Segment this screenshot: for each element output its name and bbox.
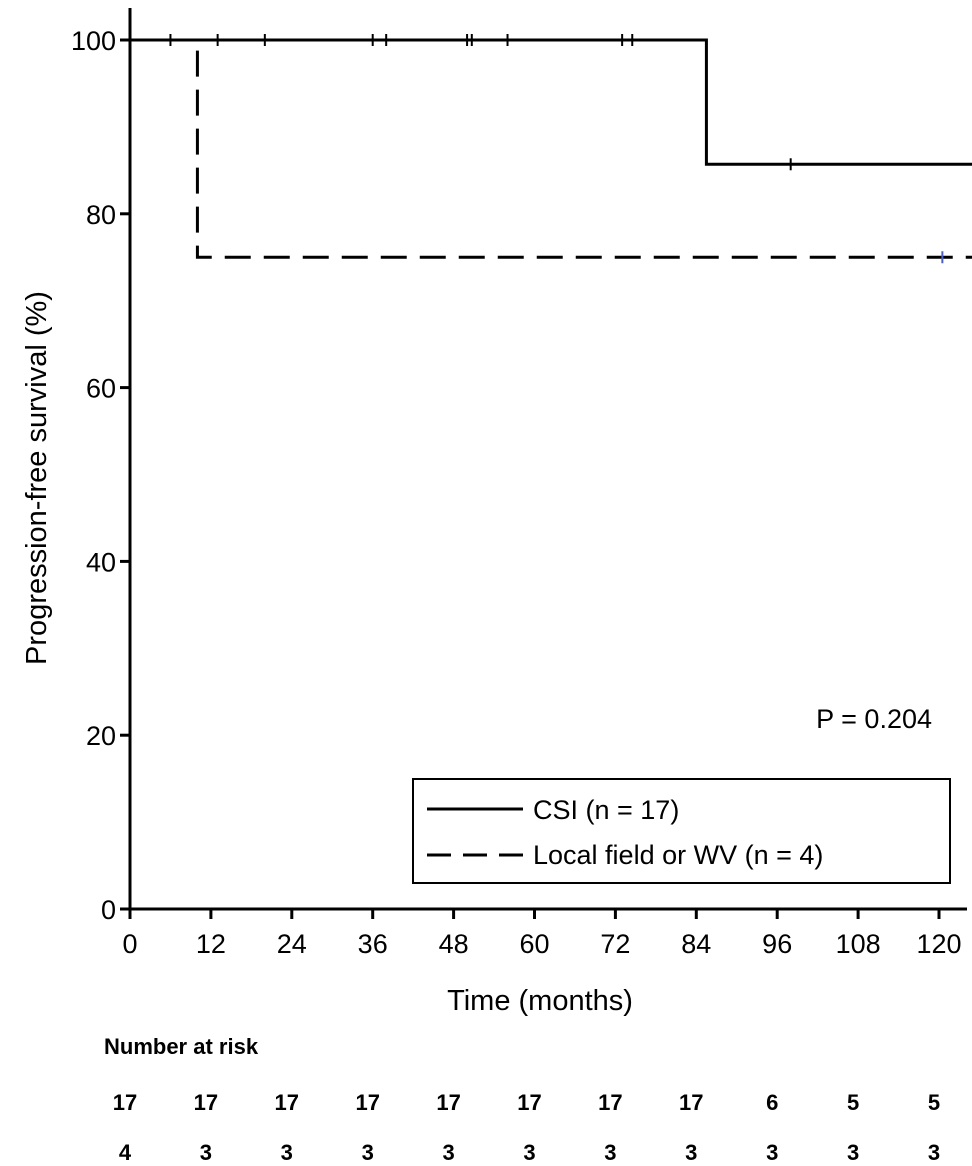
x-tick-label: 120 [916,929,961,959]
x-axis-title: Time (months) [447,985,633,1017]
risk-cell: 3 [766,1140,778,1165]
risk-cell: 17 [436,1090,460,1115]
x-ticks: 0 12 24 36 48 60 72 84 96 108 120 [122,909,962,959]
x-tick-label: 0 [122,929,137,959]
risk-cell: 17 [598,1090,622,1115]
y-tick-label: 80 [86,200,116,230]
y-tick-label: 40 [86,547,116,577]
risk-cell: 3 [685,1140,697,1165]
x-tick-label: 12 [196,929,226,959]
risk-cell: 17 [194,1090,218,1115]
risk-cell: 3 [442,1140,454,1165]
risk-cell: 17 [679,1090,703,1115]
x-tick-label: 48 [439,929,469,959]
risk-cell: 3 [523,1140,535,1165]
risk-cell: 5 [847,1090,859,1115]
p-value-annotation: P = 0.204 [816,704,932,734]
legend-label-local: Local field or WV (n = 4) [533,840,823,870]
risk-cell: 17 [517,1090,541,1115]
risk-cell: 17 [113,1090,137,1115]
risk-cell: 3 [928,1140,940,1165]
series-line-local-field [130,38,972,259]
y-tick-label: 20 [86,721,116,751]
y-ticks: 0 20 40 60 80 100 [71,26,130,925]
risk-cell: 3 [281,1140,293,1165]
series-line-csi [130,38,972,166]
risk-table: 17 17 17 17 17 17 17 17 6 5 5 4 3 3 3 3 3 3 3 3 3 3 [113,1090,940,1165]
x-tick-label: 36 [358,929,388,959]
risk-cell: 5 [928,1090,940,1115]
x-tick-label: 72 [600,929,630,959]
risk-cell: 17 [355,1090,379,1115]
x-tick-label: 96 [762,929,792,959]
legend-box [412,778,951,884]
y-tick-label: 0 [101,895,116,925]
axes [128,8,967,911]
x-tick-label: 84 [681,929,711,959]
risk-cell: 3 [847,1140,859,1165]
risk-cell: 6 [766,1090,778,1115]
risk-cell: 17 [275,1090,299,1115]
risk-cell: 3 [362,1140,374,1165]
legend: CSI (n = 17) Local field or WV (n = 4) [412,778,951,884]
risk-cell: 4 [119,1140,132,1165]
series-layer [130,34,972,264]
x-tick-label: 108 [836,929,881,959]
y-tick-label: 100 [71,26,116,56]
legend-label-csi: CSI (n = 17) [533,795,679,825]
risk-table-title: Number at risk [104,1034,259,1059]
x-tick-label: 24 [277,929,307,959]
y-axis-title: Progression-free survival (%) [21,291,53,665]
x-tick-label: 60 [519,929,549,959]
y-tick-label: 60 [86,374,116,404]
risk-cell: 3 [200,1140,212,1165]
risk-cell: 3 [604,1140,616,1165]
